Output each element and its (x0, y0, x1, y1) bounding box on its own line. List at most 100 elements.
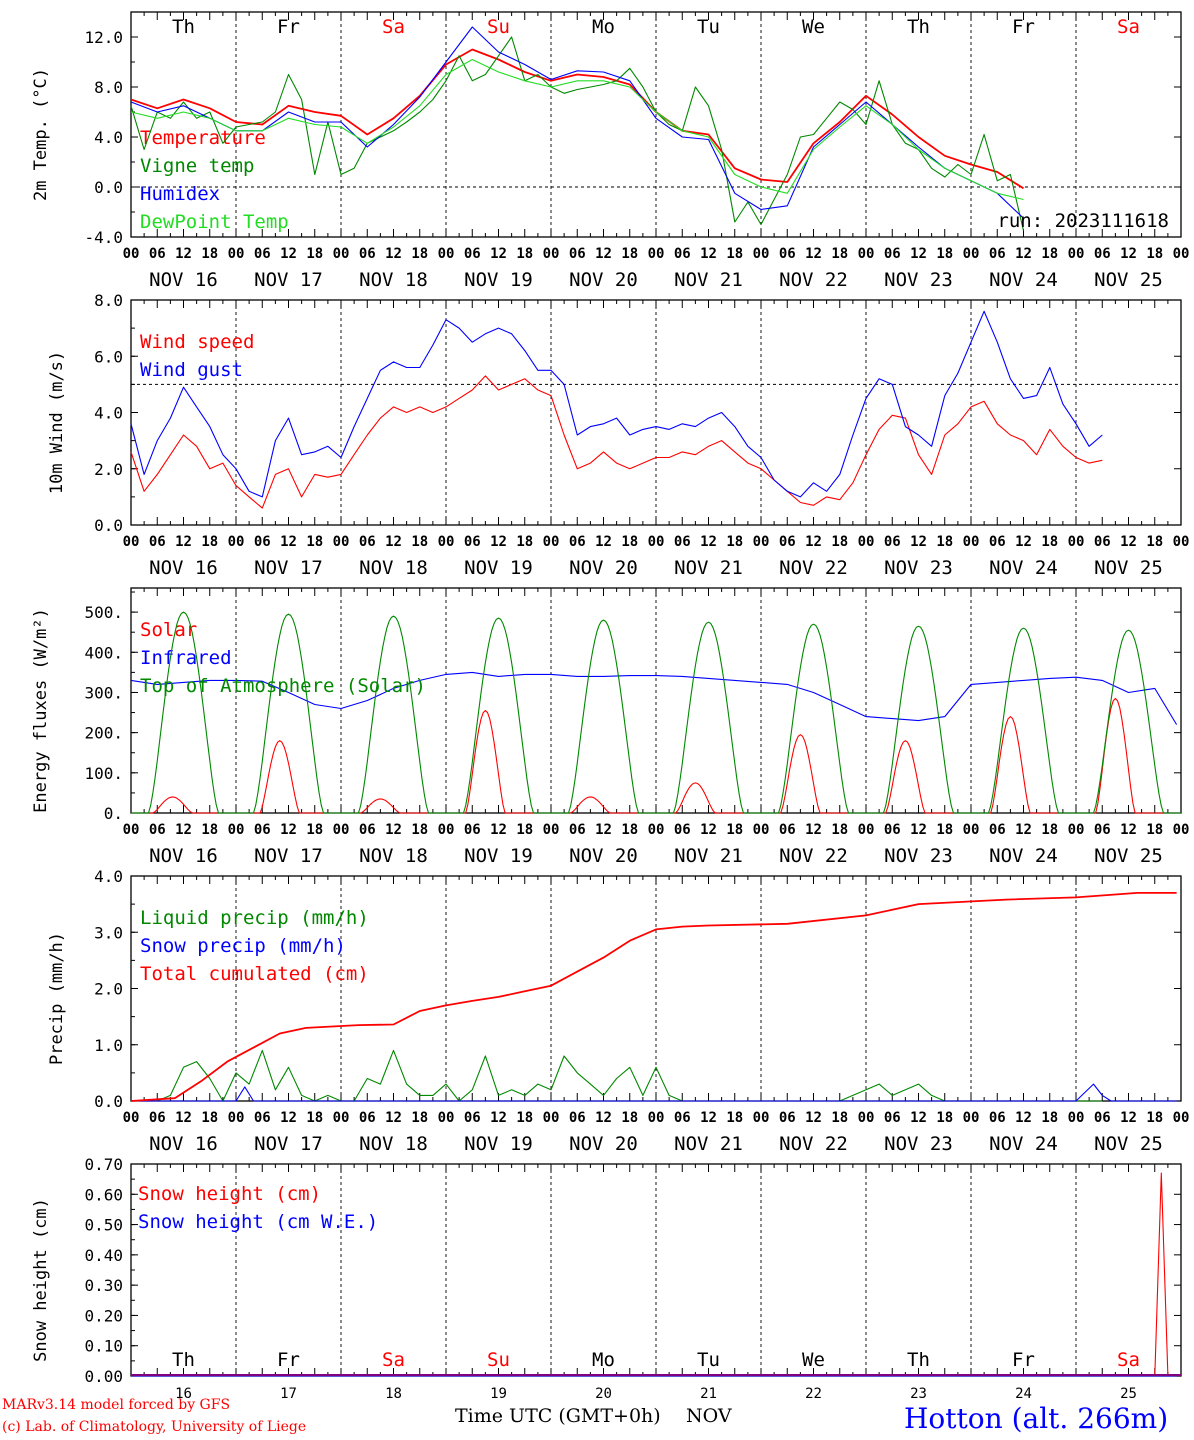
y-tick-label: 0.60 (84, 1185, 123, 1204)
x-hour-label: 06 (779, 534, 796, 550)
x-hour-label: 00 (333, 822, 350, 838)
x-date-label: NOV 17 (254, 557, 323, 579)
x-date-label: NOV 24 (989, 557, 1058, 579)
x-hour-label: 12 (1015, 1110, 1032, 1126)
x-date-label: NOV 18 (359, 557, 428, 579)
x-hour-label: 06 (254, 1110, 271, 1126)
x-axis-label: Time UTC (GMT+0h) (455, 1405, 661, 1427)
day-name: Sa (1117, 16, 1140, 38)
y-tick-label: 8.0 (94, 78, 123, 97)
x-hour-label: 18 (1041, 1110, 1058, 1126)
y-tick-label: 0.40 (84, 1246, 123, 1265)
x-hour-label: 18 (726, 534, 743, 550)
x-hour-label: 12 (595, 534, 612, 550)
x-hour-label: 12 (1120, 822, 1137, 838)
x-hour-label: 12 (595, 246, 612, 262)
day-name: Tu (697, 1349, 720, 1371)
x-date-label: NOV 19 (464, 1133, 533, 1155)
day-name: Su (487, 16, 510, 38)
day-number: 24 (1015, 1386, 1032, 1402)
x-hour-label: 18 (306, 822, 323, 838)
x-date-label: NOV 24 (989, 269, 1058, 291)
x-hour-label: 06 (254, 246, 271, 262)
x-hour-label: 00 (858, 1110, 875, 1126)
day-number: 20 (595, 1386, 612, 1402)
x-date-label: NOV 17 (254, 269, 323, 291)
x-hour-label: 00 (858, 822, 875, 838)
day-name: Fr (1012, 16, 1035, 38)
x-hour-label: 12 (910, 246, 927, 262)
y-tick-label: 0.00 (84, 1367, 123, 1386)
x-hour-label: 12 (175, 1110, 192, 1126)
x-hour-label: 00 (753, 822, 770, 838)
x-hour-label: 06 (359, 1110, 376, 1126)
x-date-label: NOV 21 (674, 269, 743, 291)
y-tick-label: 4.0 (94, 404, 123, 423)
x-hour-label: 06 (149, 246, 166, 262)
y-tick-label: 0. (104, 804, 123, 823)
lab-credit: (c) Lab. of Climatology, University of L… (2, 1419, 307, 1435)
x-hour-label: 12 (1015, 534, 1032, 550)
legend-entry: Infrared (140, 647, 232, 669)
legend-entry: DewPoint Temp (140, 211, 289, 233)
x-hour-label: 18 (1146, 822, 1163, 838)
x-date-label: NOV 23 (884, 269, 953, 291)
day-name: Th (172, 1349, 195, 1371)
day-name: Fr (277, 16, 300, 38)
x-date-label: NOV 25 (1094, 845, 1163, 867)
x-hour-label: 00 (228, 1110, 245, 1126)
x-hour-label: 06 (989, 534, 1006, 550)
y-tick-label: 300. (84, 683, 123, 702)
legend-entry: Snow height (cm W.E.) (138, 1211, 378, 1233)
x-date-label: NOV 23 (884, 557, 953, 579)
x-hour-label: 00 (963, 1110, 980, 1126)
x-hour-label: 06 (569, 534, 586, 550)
x-hour-label: 06 (989, 246, 1006, 262)
x-hour-label: 00 (543, 246, 560, 262)
y-tick-label: 8.0 (94, 291, 123, 310)
x-hour-label: 00 (1173, 822, 1190, 838)
x-hour-label: 06 (149, 822, 166, 838)
y-axis-label: 10m Wind (m/s) (47, 351, 67, 494)
x-date-label: NOV 18 (359, 1133, 428, 1155)
y-tick-label: 2.0 (94, 460, 123, 479)
day-name: We (802, 1349, 825, 1371)
x-hour-label: 00 (543, 1110, 560, 1126)
day-name: Th (907, 16, 930, 38)
x-hour-label: 18 (1146, 1110, 1163, 1126)
x-hour-label: 12 (385, 246, 402, 262)
x-hour-label: 12 (1120, 246, 1137, 262)
x-hour-label: 18 (726, 822, 743, 838)
series-line-wind-gust (130, 310, 1103, 498)
day-name: Sa (382, 1349, 405, 1371)
y-tick-label: 100. (84, 764, 123, 783)
day-name: Sa (382, 16, 405, 38)
day-name: Su (487, 1349, 510, 1371)
x-hour-label: 12 (280, 534, 297, 550)
y-tick-label: 12.0 (84, 28, 123, 47)
x-hour-label: 18 (831, 822, 848, 838)
x-date-label: NOV 20 (569, 557, 638, 579)
legend-entry: Wind gust (140, 359, 243, 381)
y-tick-label: 6.0 (94, 347, 123, 366)
x-hour-label: 18 (201, 534, 218, 550)
x-hour-label: 12 (490, 1110, 507, 1126)
x-hour-label: 18 (831, 1110, 848, 1126)
y-tick-label: 3.0 (94, 923, 123, 942)
x-hour-label: 18 (201, 822, 218, 838)
x-date-label: NOV 19 (464, 269, 533, 291)
x-hour-label: 18 (831, 534, 848, 550)
x-hour-label: 12 (1015, 822, 1032, 838)
x-hour-label: 18 (411, 822, 428, 838)
x-hour-label: 12 (1015, 246, 1032, 262)
x-hour-label: 06 (1094, 1110, 1111, 1126)
x-hour-label: 12 (595, 1110, 612, 1126)
x-date-label: NOV 18 (359, 845, 428, 867)
x-hour-label: 00 (438, 246, 455, 262)
y-tick-label: 0.0 (94, 178, 123, 197)
x-hour-label: 18 (1041, 822, 1058, 838)
x-hour-label: 18 (201, 246, 218, 262)
x-date-label: NOV 17 (254, 1133, 323, 1155)
x-hour-label: 12 (700, 1110, 717, 1126)
x-hour-label: 00 (1068, 1110, 1085, 1126)
